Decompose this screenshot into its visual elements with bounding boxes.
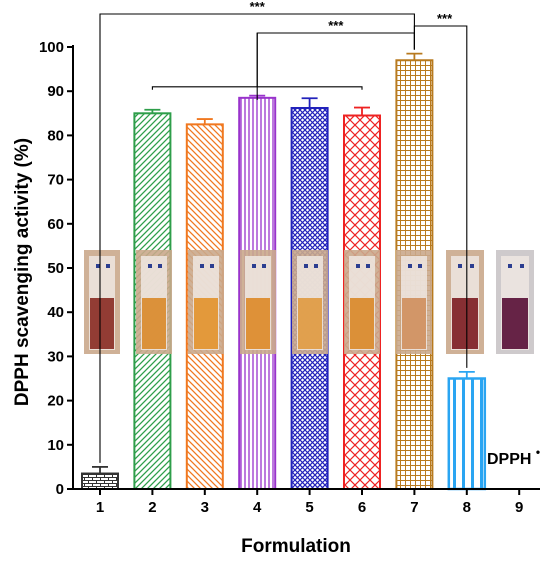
y-tick-label: 20: [47, 393, 64, 410]
cuvette-logo-mark: [508, 264, 512, 268]
cuvette-liquid: [194, 298, 218, 349]
cuvette-logo-mark: [418, 264, 422, 268]
x-tick-label: 8: [463, 499, 471, 516]
dpph-annotation-text: DPPH: [487, 451, 531, 468]
y-tick-label: 100: [39, 39, 64, 56]
dpph-radical-dot: •: [536, 445, 540, 459]
cuvette-logo-mark: [470, 264, 474, 268]
y-tick-label: 60: [47, 216, 64, 233]
cuvette-photos: [84, 250, 534, 354]
x-tick-label: 7: [410, 499, 418, 516]
significance-label: ***: [437, 11, 453, 26]
cuvette-logo-mark: [356, 264, 360, 268]
cuvette-photo-5: [292, 250, 328, 354]
cuvette-photo-1: [84, 250, 120, 354]
y-tick-label: 0: [56, 481, 64, 498]
cuvette-liquid: [502, 298, 528, 349]
y-tick-label: 40: [47, 304, 64, 321]
cuvette-logo-mark: [408, 264, 412, 268]
cuvette-liquid: [350, 298, 374, 349]
x-axis-label: Formulation: [241, 536, 351, 557]
cuvette-liquid: [298, 298, 322, 349]
cuvette-logo-mark: [96, 264, 100, 268]
cuvette-logo-mark: [200, 264, 204, 268]
x-tick-label: 5: [305, 499, 313, 516]
cuvette-logo-mark: [520, 264, 524, 268]
cuvette-logo-mark: [314, 264, 318, 268]
cuvette-liquid: [452, 298, 478, 349]
bar-1: [81, 472, 119, 490]
x-tick-label: 3: [201, 499, 209, 516]
cuvette-logo-mark: [458, 264, 462, 268]
cuvette-photo-3: [188, 250, 224, 354]
cuvette-liquid: [90, 298, 114, 349]
significance-bracket: [413, 25, 468, 368]
cuvette-logo-mark: [158, 264, 162, 268]
y-tick-label: 50: [47, 260, 64, 277]
x-tick-label: 1: [96, 499, 104, 516]
cuvette-logo-mark: [210, 264, 214, 268]
cuvette-photo-9: [496, 250, 534, 354]
y-tick-label: 90: [47, 83, 64, 100]
axes: 0 10 20 30 40 50 60 70 80 90 100 1 2 3 4 5 6 7 8 9: [39, 39, 540, 516]
y-tick-label: 10: [47, 437, 64, 454]
cuvette-logo-mark: [148, 264, 152, 268]
significance-label: ***: [328, 18, 344, 33]
cuvette-photo-4: [240, 250, 276, 354]
y-axis-label: DPPH scavenging activity (%): [12, 138, 33, 406]
y-tick-label: 30: [47, 348, 64, 365]
dpph-annotation: DPPH •: [487, 445, 540, 468]
y-tick-label: 70: [47, 172, 64, 189]
cuvette-liquid: [402, 298, 426, 349]
cuvette-photo-7: [396, 250, 432, 354]
cuvette-photo-2: [136, 250, 172, 354]
cuvette-liquid: [142, 298, 166, 349]
x-tick-label: 4: [253, 499, 262, 516]
significance-bracket: [256, 32, 415, 101]
significance-brackets: *** *** ***: [99, 0, 468, 463]
cuvette-logo-mark: [106, 264, 110, 268]
x-tick-label: 2: [148, 499, 156, 516]
cuvette-logo-mark: [262, 264, 266, 268]
y-tick-label: 80: [47, 127, 64, 144]
cuvette-liquid: [246, 298, 270, 349]
x-tick-label: 6: [358, 499, 366, 516]
cuvette-photo-6: [344, 250, 380, 354]
cuvette-photo-8: [446, 250, 484, 354]
bar-8: [447, 377, 487, 491]
cuvette-logo-mark: [252, 264, 256, 268]
cuvette-logo-mark: [366, 264, 370, 268]
significance-label: ***: [250, 0, 266, 14]
x-tick-label: 9: [515, 499, 523, 516]
cuvette-logo-mark: [304, 264, 308, 268]
